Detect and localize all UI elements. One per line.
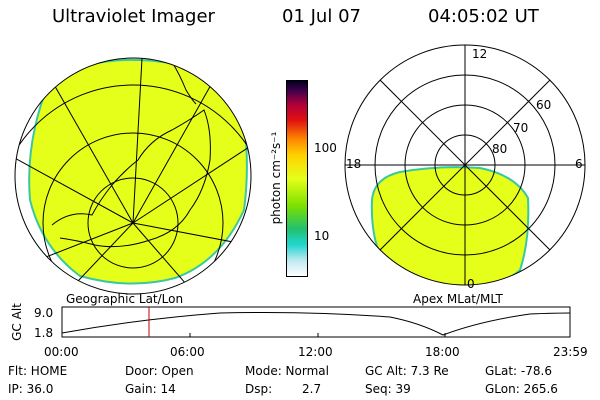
lon-line (132, 59, 226, 224)
status-ip: IP: 36.0 (8, 382, 54, 396)
lon-line (132, 222, 251, 251)
status-glat: GLat: -78.6 (485, 364, 552, 378)
lat-circle (87, 177, 179, 269)
status-seq: Seq: 39 (365, 382, 411, 396)
altitude-ytick-min: 1.8 (34, 326, 54, 340)
instrument-title: Ultraviolet Imager (52, 6, 215, 27)
lat-circle (42, 132, 224, 294)
x-tick-label: 12:00 (298, 345, 333, 359)
right-panel-caption: Apex MLat/MLT (413, 292, 503, 306)
mlt-label-0: 0 (467, 277, 475, 291)
altitude-plot (61, 306, 571, 338)
x-tick-label: 23:59 (553, 345, 588, 359)
uv-image-footprint (370, 166, 530, 285)
status-dsp-value: 2.7 (302, 382, 322, 396)
mlt-label-6: 6 (575, 157, 583, 171)
x-tick-label: 18:00 (425, 345, 460, 359)
colorbar-tick-100: 100 (314, 141, 337, 155)
colorbar-tick-10: 10 (314, 229, 330, 243)
status-door: Door: Open (125, 364, 194, 378)
lon-line (132, 129, 251, 224)
status-glon: GLon: 265.6 (485, 382, 558, 396)
mlt-line (379, 79, 551, 251)
mlt-label-18: 18 (346, 157, 362, 171)
x-tick-label: 06:00 (170, 345, 205, 359)
mlat-label-70: 70 (513, 121, 529, 135)
geographic-map (14, 57, 252, 295)
coastline (171, 61, 197, 105)
colorbar (286, 80, 308, 277)
status-filter: Flt: HOME (8, 364, 68, 378)
status-dsp-label: Dsp: (245, 382, 273, 396)
altitude-curve (61, 312, 571, 336)
mlt-label-12: 12 (472, 47, 488, 61)
magnetic-polar-plot (344, 44, 586, 286)
mlat-label-80: 80 (492, 142, 508, 156)
mlat-label-60: 60 (536, 98, 552, 112)
lat-circle (15, 84, 251, 294)
altitude-ylabel: GC Alt (10, 303, 24, 341)
uv-image-footprint (28, 58, 248, 285)
altitude-plot-frame (61, 306, 571, 338)
x-tick-label: 00:00 (44, 345, 79, 359)
coastline (51, 109, 211, 248)
status-gc-alt: GC Alt: 7.3 Re (365, 364, 449, 378)
image-time: 04:05:02 UT (428, 6, 539, 27)
lon-line (15, 149, 134, 224)
altitude-ytick-max: 9.0 (34, 306, 54, 320)
image-date: 01 Jul 07 (282, 6, 361, 27)
status-mode: Mode: Normal (245, 364, 329, 378)
colorbar-label: photon cm⁻²s⁻¹ (269, 131, 283, 225)
map-outline (14, 57, 252, 295)
left-panel-caption: Geographic Lat/Lon (66, 292, 184, 306)
lon-line (132, 58, 144, 224)
status-gain: Gain: 14 (125, 382, 176, 396)
